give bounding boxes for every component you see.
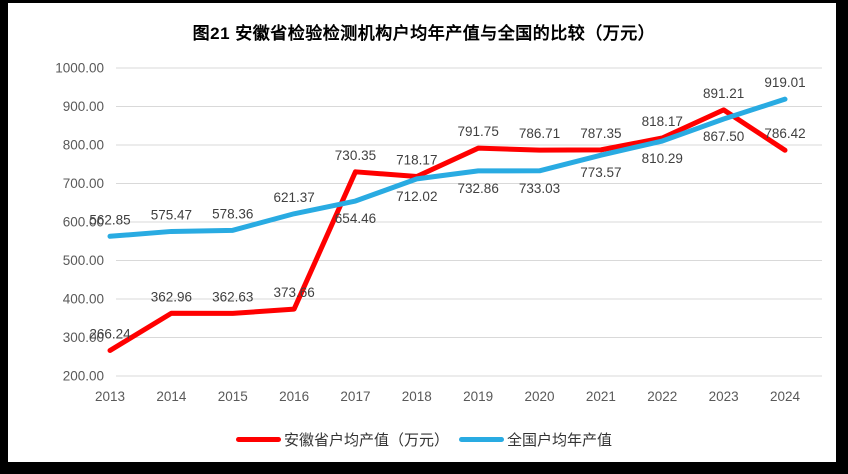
data-label-0: 786.71 — [519, 126, 560, 141]
data-label-1: 712.02 — [396, 189, 437, 204]
data-label-0: 891.21 — [703, 86, 744, 101]
data-label-1: 654.46 — [335, 211, 376, 226]
y-axis-tick-label: 1000.00 — [55, 61, 104, 76]
data-label-1: 867.50 — [703, 129, 744, 144]
x-axis-tick-label: 2021 — [586, 389, 616, 404]
data-label-0: 373.66 — [273, 285, 314, 300]
x-axis-tick-label: 2014 — [156, 389, 187, 404]
y-axis-tick-label: 300.00 — [63, 330, 104, 345]
legend-item-0: 安徽省户均产值（万元） — [235, 429, 449, 450]
y-axis-tick-label: 900.00 — [63, 99, 104, 114]
data-label-1: 575.47 — [151, 207, 192, 222]
x-axis-tick-label: 2023 — [709, 389, 739, 404]
series-line-0 — [107, 107, 788, 353]
y-axis-tick-label: 200.00 — [63, 369, 104, 384]
data-label-0: 362.63 — [212, 289, 253, 304]
y-axis-tick-label: 600.00 — [63, 215, 104, 230]
x-axis-tick-label: 2017 — [340, 389, 370, 404]
chart-title: 图21 安徽省检验检测机构户均年产值与全国的比较（万元） — [192, 24, 656, 43]
y-axis-tick-label: 700.00 — [63, 176, 104, 191]
data-label-0: 362.96 — [151, 289, 192, 304]
x-axis-tick-label: 2024 — [770, 389, 801, 404]
y-axis-tick-label: 500.00 — [63, 253, 104, 268]
data-label-1: 810.29 — [642, 151, 683, 166]
x-axis-tick-label: 2018 — [402, 389, 432, 404]
x-axis-tick-label: 2022 — [647, 389, 677, 404]
legend-item-1: 全国户均年产值 — [459, 429, 612, 450]
chart-legend: 安徽省户均产值（万元） 全国户均年产值 — [0, 429, 848, 450]
data-label-0: 786.42 — [764, 126, 805, 141]
data-label-1: 732.86 — [458, 181, 499, 196]
data-label-0: 718.17 — [396, 153, 437, 168]
x-axis-tick-label: 2019 — [463, 389, 493, 404]
x-axis-tick-label: 2016 — [279, 389, 309, 404]
legend-label-0: 安徽省户均产值（万元） — [283, 432, 449, 449]
legend-swatch-1 — [459, 437, 504, 442]
data-label-1: 578.36 — [212, 206, 253, 221]
x-axis-tick-label: 2013 — [95, 389, 125, 404]
data-label-0: 787.35 — [580, 126, 621, 141]
y-axis-tick-label: 800.00 — [63, 138, 104, 153]
x-axis-tick-label: 2015 — [218, 389, 248, 404]
data-label-1: 621.37 — [273, 190, 314, 205]
data-label-1: 919.01 — [764, 75, 805, 90]
data-label-0: 791.75 — [458, 124, 499, 139]
data-label-0: 266.24 — [89, 326, 131, 341]
data-label-0: 818.17 — [642, 114, 683, 129]
data-label-1: 562.85 — [89, 212, 130, 227]
legend-label-1: 全国户均年产值 — [507, 432, 613, 449]
data-label-1: 733.03 — [519, 181, 560, 196]
legend-swatch-0 — [235, 437, 281, 442]
data-label-0: 730.35 — [335, 148, 376, 163]
data-label-1: 773.57 — [580, 165, 621, 180]
series-line-1 — [107, 96, 788, 239]
x-axis-tick-label: 2020 — [525, 389, 555, 404]
y-axis-tick-label: 400.00 — [63, 292, 104, 307]
